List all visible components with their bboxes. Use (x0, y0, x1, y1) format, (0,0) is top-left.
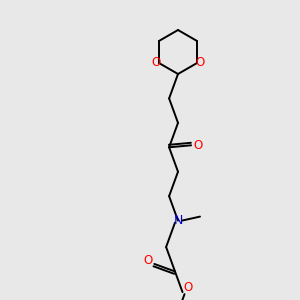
Text: O: O (151, 56, 160, 70)
Text: O: O (144, 254, 153, 267)
Text: O: O (194, 139, 203, 152)
Text: O: O (183, 280, 192, 294)
Text: O: O (195, 56, 205, 70)
Text: N: N (173, 214, 183, 227)
